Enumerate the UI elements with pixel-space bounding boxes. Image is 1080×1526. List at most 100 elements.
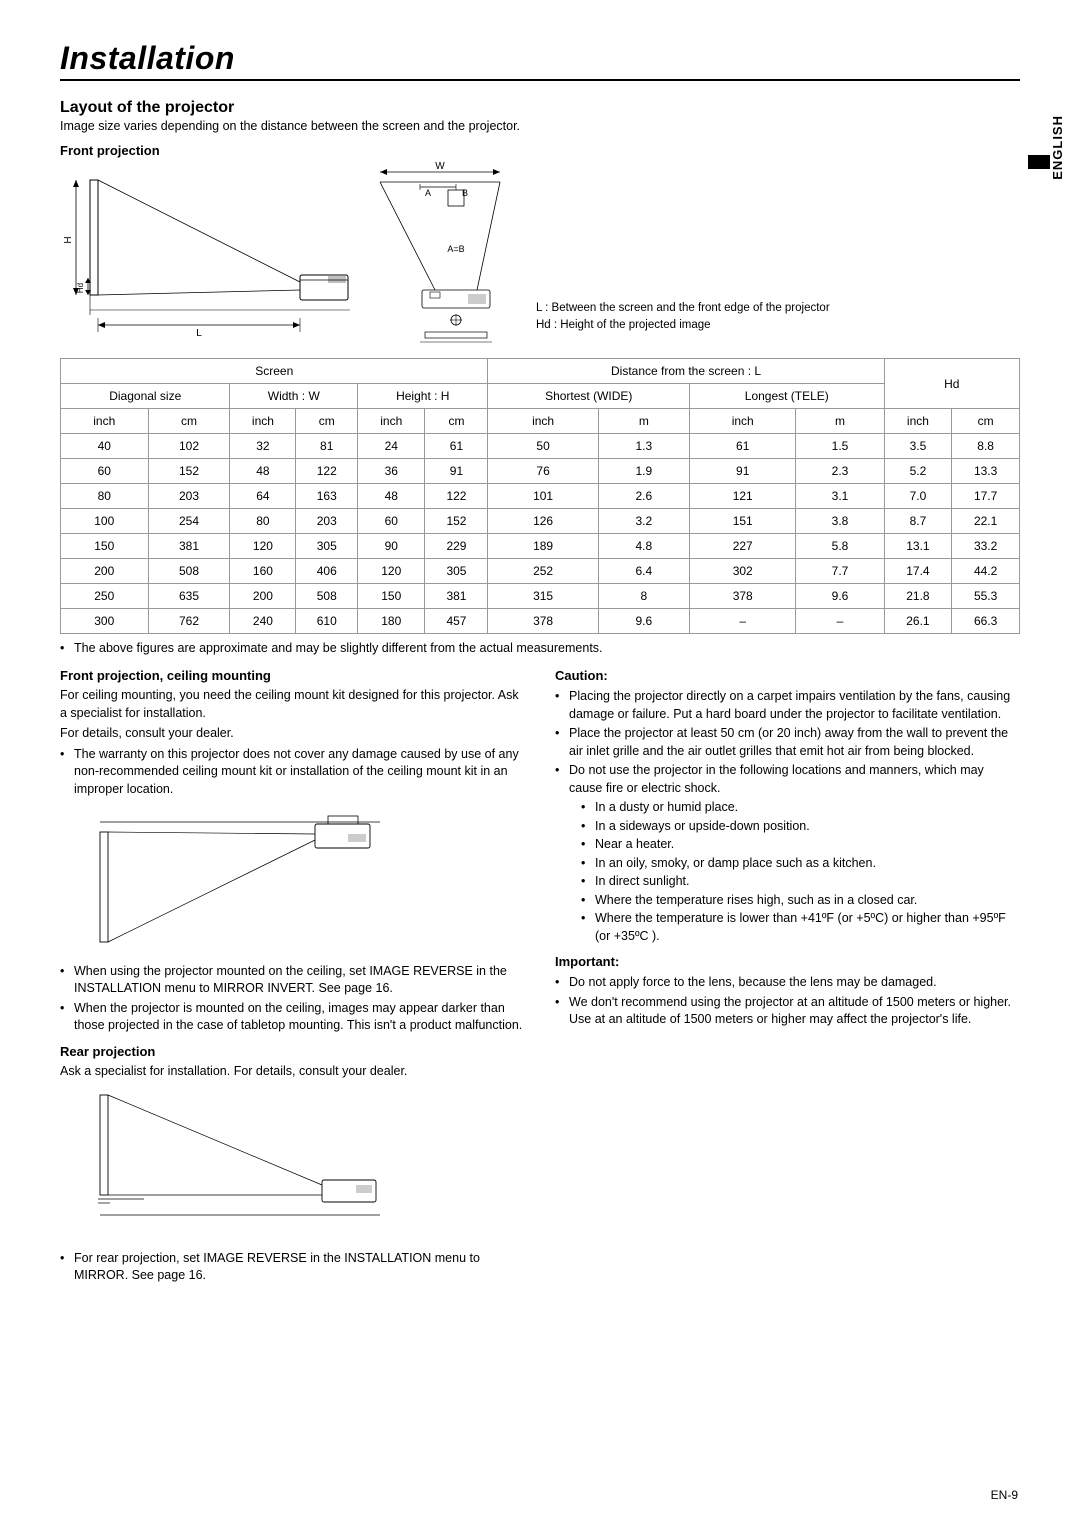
table-cell: 8: [598, 584, 689, 609]
u-inch: inch: [488, 409, 598, 434]
ceiling-b3: When the projector is mounted on the cei…: [74, 1000, 525, 1035]
table-cell: 55.3: [952, 584, 1020, 609]
table-cell: 152: [148, 459, 230, 484]
table-row: 10025480203601521263.21513.88.722.1: [61, 509, 1020, 534]
u-inch: inch: [61, 409, 149, 434]
table-row: 3007622406101804573789.6––26.166.3: [61, 609, 1020, 634]
caution-3-1: In a dusty or humid place.: [595, 799, 1020, 817]
table-cell: 122: [425, 484, 488, 509]
table-cell: 240: [230, 609, 296, 634]
u-cm: cm: [148, 409, 230, 434]
front-proj-side-diagram: H Hd L: [60, 170, 350, 350]
th-screen: Screen: [61, 359, 488, 384]
page-title: Installation: [60, 40, 1020, 81]
table-cell: 122: [296, 459, 358, 484]
table-cell: 227: [690, 534, 796, 559]
table-cell: 17.4: [884, 559, 952, 584]
table-row: 25063520050815038131583789.621.855.3: [61, 584, 1020, 609]
table-cell: 2.6: [598, 484, 689, 509]
projection-table: Screen Distance from the screen : L Hd D…: [60, 358, 1020, 634]
table-cell: 4.8: [598, 534, 689, 559]
table-cell: 91: [425, 459, 488, 484]
table-cell: 81: [296, 434, 358, 459]
table-cell: 13.3: [952, 459, 1020, 484]
ceiling-p2: For details, consult your dealer.: [60, 725, 525, 743]
table-cell: 90: [358, 534, 425, 559]
table-note: The above figures are approximate and ma…: [74, 641, 1020, 655]
table-row: 60152481223691761.9912.35.213.3: [61, 459, 1020, 484]
th-distance: Distance from the screen : L: [488, 359, 884, 384]
table-cell: 180: [358, 609, 425, 634]
u-inch: inch: [884, 409, 952, 434]
caution-3-6: Where the temperature rises high, such a…: [595, 892, 1020, 910]
table-cell: 36: [358, 459, 425, 484]
table-cell: 457: [425, 609, 488, 634]
table-cell: 5.8: [796, 534, 884, 559]
caution-3-3: Near a heater.: [595, 836, 1020, 854]
th-width: Width : W: [230, 384, 358, 409]
rear-p1: Ask a specialist for installation. For d…: [60, 1063, 525, 1081]
table-cell: 229: [425, 534, 488, 559]
table-cell: 8.8: [952, 434, 1020, 459]
table-cell: 3.5: [884, 434, 952, 459]
table-cell: 163: [296, 484, 358, 509]
ceiling-heading: Front projection, ceiling mounting: [60, 667, 525, 685]
caution-1: Placing the projector directly on a carp…: [569, 688, 1020, 723]
table-cell: 252: [488, 559, 598, 584]
table-cell: 1.3: [598, 434, 689, 459]
table-cell: 6.4: [598, 559, 689, 584]
caution-3-7: Where the temperature is lower than +41º…: [595, 910, 1020, 945]
diag-label-L: L: [196, 328, 202, 339]
table-cell: 21.8: [884, 584, 952, 609]
table-cell: 100: [61, 509, 149, 534]
ceiling-p1: For ceiling mounting, you need the ceili…: [60, 687, 525, 722]
layout-heading: Layout of the projector: [60, 99, 1020, 117]
table-cell: 150: [358, 584, 425, 609]
u-inch: inch: [358, 409, 425, 434]
rear-heading: Rear projection: [60, 1043, 525, 1061]
th-shortest: Shortest (WIDE): [488, 384, 690, 409]
table-row: 2005081604061203052526.43027.717.444.2: [61, 559, 1020, 584]
u-m: m: [796, 409, 884, 434]
u-inch: inch: [230, 409, 296, 434]
important-1: Do not apply force to the lens, because …: [569, 974, 1020, 992]
table-cell: 203: [148, 484, 230, 509]
u-m: m: [598, 409, 689, 434]
table-cell: 150: [61, 534, 149, 559]
table-cell: 200: [230, 584, 296, 609]
caution-3-2: In a sideways or upside-down position.: [595, 818, 1020, 836]
table-cell: 61: [690, 434, 796, 459]
table-cell: 33.2: [952, 534, 1020, 559]
table-cell: 762: [148, 609, 230, 634]
table-cell: 7.7: [796, 559, 884, 584]
th-hd: Hd: [884, 359, 1019, 409]
rear-diagram: [90, 1087, 390, 1237]
table-cell: 160: [230, 559, 296, 584]
diag-label-A: A: [425, 188, 431, 198]
diag-label-B: B: [462, 188, 468, 198]
table-cell: 64: [230, 484, 296, 509]
table-cell: 254: [148, 509, 230, 534]
table-cell: 50: [488, 434, 598, 459]
diag-label-Hd: Hd: [76, 283, 85, 293]
table-cell: 300: [61, 609, 149, 634]
diag-label-H: H: [63, 236, 74, 243]
table-cell: 26.1: [884, 609, 952, 634]
table-cell: 2.3: [796, 459, 884, 484]
table-cell: 151: [690, 509, 796, 534]
diagram-legend: L : Between the screen and the front edg…: [536, 300, 830, 351]
table-cell: 381: [425, 584, 488, 609]
table-cell: 13.1: [884, 534, 952, 559]
table-cell: 44.2: [952, 559, 1020, 584]
u-cm: cm: [425, 409, 488, 434]
table-cell: 5.2: [884, 459, 952, 484]
caution-3-5: In direct sunlight.: [595, 873, 1020, 891]
table-cell: 48: [358, 484, 425, 509]
table-cell: 1.9: [598, 459, 689, 484]
table-cell: 8.7: [884, 509, 952, 534]
ceiling-diagram: [90, 810, 390, 950]
layout-subtext: Image size varies depending on the dista…: [60, 119, 1020, 133]
important-2: We don't recommend using the projector a…: [569, 994, 1020, 1029]
th-diag: Diagonal size: [61, 384, 230, 409]
table-cell: 24: [358, 434, 425, 459]
